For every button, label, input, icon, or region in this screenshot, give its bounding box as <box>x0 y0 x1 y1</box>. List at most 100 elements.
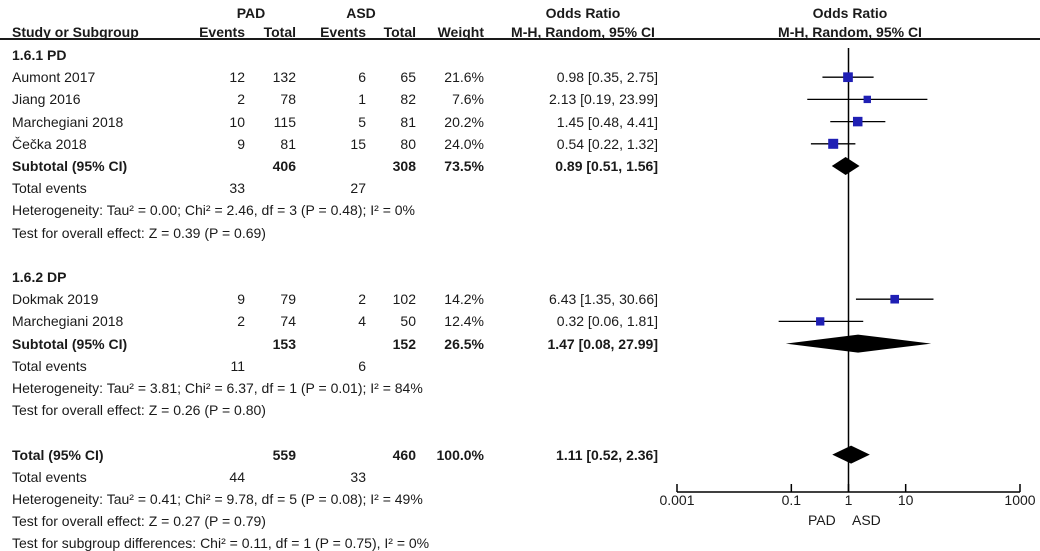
weight-cell: 20.2% <box>444 113 484 130</box>
total2-cell: 82 <box>400 91 416 108</box>
events2-cell: 6 <box>358 357 366 374</box>
total1-cell: 78 <box>280 91 296 108</box>
odds-ratio-ci-cell: 0.89 [0.51, 1.56] <box>555 158 658 174</box>
study-name: Aumont 2017 <box>12 69 96 86</box>
total-events-label: Total events <box>12 468 87 485</box>
odds-ratio-ci-cell: 2.13 [0.19, 23.99] <box>549 91 658 108</box>
total2-cell: 65 <box>400 69 416 86</box>
statistic-text: Heterogeneity: Tau² = 0.41; Chi² = 9.78,… <box>12 491 423 507</box>
total1-cell: 79 <box>280 291 296 308</box>
events1-header: Events <box>199 24 245 40</box>
x-tick-label: 0.001 <box>659 492 695 508</box>
study-point <box>843 72 853 83</box>
total2-cell: 81 <box>400 113 416 130</box>
odds-ratio-ci-cell: 1.45 [0.48, 4.41] <box>556 113 658 130</box>
total-events-label: Total events <box>12 180 87 197</box>
statistic-text: Heterogeneity: Tau² = 3.81; Chi² = 6.37,… <box>12 380 423 396</box>
statistic-text: Heterogeneity: Tau² = 0.00; Chi² = 2.46,… <box>12 202 415 219</box>
study-point <box>890 294 900 304</box>
odds-ratio-ci-cell: 1.47 [0.08, 27.99] <box>547 335 658 352</box>
study-point <box>828 138 839 149</box>
odds-ratio-ci-cell: 0.32 [0.06, 1.81] <box>556 313 658 330</box>
weight-cell: 26.5% <box>444 335 484 352</box>
total1-cell: 81 <box>280 135 296 152</box>
weight-cell: 100.0% <box>436 446 484 463</box>
total1-cell: 115 <box>273 113 296 130</box>
weight-cell: 21.6% <box>444 69 484 86</box>
total1-cell: 74 <box>280 313 296 330</box>
statistic-text: Test for overall effect: Z = 0.27 (P = 0… <box>12 513 266 530</box>
method-header: M-H, Random, 95% CI <box>511 24 655 40</box>
events2-cell: 4 <box>358 313 366 330</box>
events1-cell: 44 <box>229 468 245 485</box>
subtotal-label: Subtotal (95% CI) <box>12 158 128 174</box>
study-point <box>863 95 871 104</box>
events2-cell: 1 <box>358 91 366 108</box>
study-column-header: Study or Subgroup <box>12 24 139 40</box>
odds-ratio-ci-cell: 0.54 [0.22, 1.32] <box>556 135 658 152</box>
favours-left-label: PAD <box>808 512 836 528</box>
odds-ratio-ci-cell: 0.98 [0.35, 2.75] <box>556 69 658 86</box>
events2-cell: 33 <box>350 468 366 485</box>
x-tick-label: 1000 <box>1004 492 1036 508</box>
summary-diamond <box>785 334 932 353</box>
study-name: Marchegiani 2018 <box>12 113 124 130</box>
weight-cell: 73.5% <box>444 158 484 174</box>
study-name: Jiang 2016 <box>12 91 81 108</box>
subtotal-label: Subtotal (95% CI) <box>12 335 128 352</box>
total2-cell: 460 <box>392 446 416 463</box>
total2-header: Total <box>383 24 416 40</box>
x-tick-label: 10 <box>897 492 914 508</box>
weight-cell: 7.6% <box>452 91 484 108</box>
events2-cell: 5 <box>358 113 366 130</box>
header-rule <box>0 38 1040 40</box>
total1-header: Total <box>263 24 296 40</box>
events2-cell: 27 <box>350 180 366 197</box>
study-point <box>816 317 825 326</box>
favours-right-label: ASD <box>852 512 881 528</box>
events2-cell: 15 <box>350 135 366 152</box>
events1-cell: 2 <box>237 313 245 330</box>
method-plot-header: M-H, Random, 95% CI <box>778 24 922 40</box>
total2-cell: 50 <box>400 313 416 330</box>
subtotal-label: Total (95% CI) <box>12 446 104 463</box>
total-events-label: Total events <box>12 357 87 374</box>
study-name: Dokmak 2019 <box>12 291 99 308</box>
total2-cell: 152 <box>392 335 416 352</box>
weight-header: Weight <box>437 24 484 40</box>
x-tick-label: 0.1 <box>781 492 802 508</box>
total1-cell: 559 <box>272 446 296 463</box>
summary-diamond <box>832 445 870 464</box>
statistic-text: Test for overall effect: Z = 0.39 (P = 0… <box>12 224 266 241</box>
summary-diamond <box>831 157 860 175</box>
events1-cell: 9 <box>237 135 245 152</box>
subgroup-title: 1.6.2 DP <box>12 269 67 285</box>
total1-cell: 132 <box>272 69 296 86</box>
events1-cell: 9 <box>237 291 245 308</box>
events1-cell: 33 <box>229 180 245 197</box>
statistic-text: Test for overall effect: Z = 0.26 (P = 0… <box>12 402 266 419</box>
subgroup-title: 1.6.1 PD <box>12 47 67 63</box>
weight-cell: 14.2% <box>444 291 484 308</box>
events1-cell: 2 <box>237 91 245 108</box>
odds-ratio-plot-header: Odds Ratio <box>812 5 888 21</box>
study-name: Čečka 2018 <box>12 135 87 152</box>
weight-cell: 24.0% <box>444 135 484 152</box>
total2-cell: 80 <box>400 135 416 152</box>
odds-ratio-ci-cell: 1.11 [0.52, 2.36] <box>556 446 658 463</box>
x-tick-label: 1 <box>844 492 853 508</box>
total2-cell: 308 <box>392 158 416 174</box>
study-point <box>852 116 863 127</box>
events2-cell: 2 <box>358 291 366 308</box>
odds-ratio-ci-cell: 6.43 [1.35, 30.66] <box>549 291 658 308</box>
events1-cell: 11 <box>230 357 245 374</box>
events2-header: Events <box>320 24 366 40</box>
odds-ratio-header: Odds Ratio <box>545 5 621 21</box>
group1-header: PAD <box>236 5 266 21</box>
events2-cell: 6 <box>358 69 366 86</box>
weight-cell: 12.4% <box>444 313 484 330</box>
study-name: Marchegiani 2018 <box>12 313 124 330</box>
total2-cell: 102 <box>392 291 416 308</box>
events1-cell: 12 <box>229 69 245 86</box>
